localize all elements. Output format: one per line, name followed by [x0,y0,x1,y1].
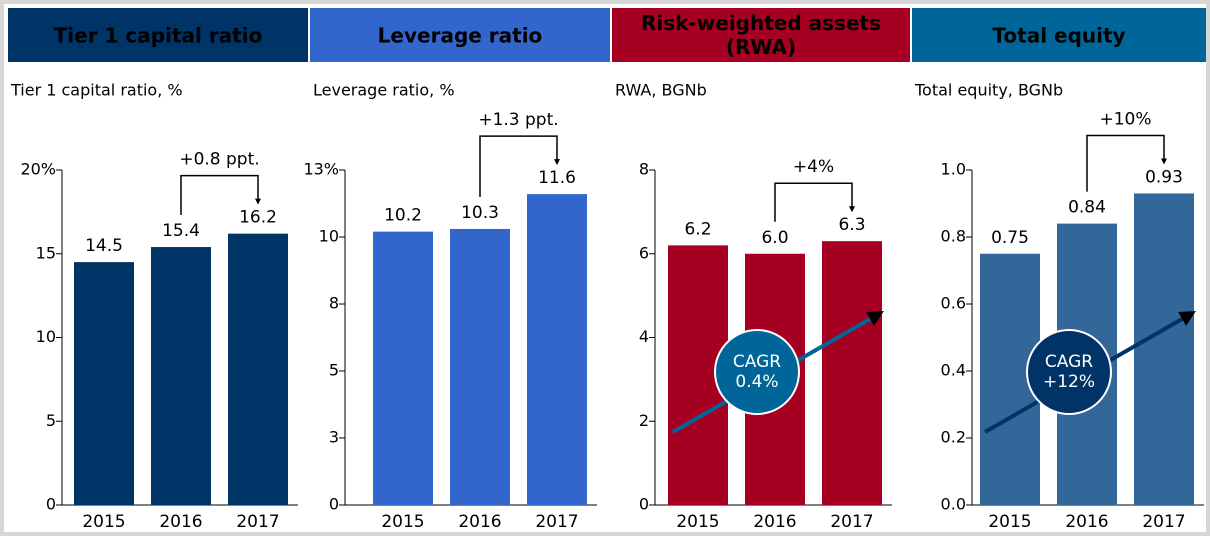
y-tick-label: 10 [319,227,339,246]
change-bracket [774,182,855,222]
header-title: Tier 1 capital ratio [54,24,263,48]
y-tick-label: 4 [639,327,649,346]
y-tick-label: 5 [329,361,339,380]
subtitle: Leverage ratio, % [313,81,455,100]
y-tick-label: 0.0 [941,495,966,514]
bar [822,241,882,505]
change-bracket [479,135,560,197]
x-tick-label: 2016 [159,512,202,532]
value-label: 6.3 [838,215,865,235]
header-title: Risk-weighted assets (RWA) [641,11,881,59]
y-tick-label: 0.4 [941,361,966,380]
y-tick-label: 3 [329,428,339,447]
change-bracket [1086,134,1167,192]
header [8,8,308,62]
bar [74,262,134,505]
y-tick-label: 1.0 [941,160,966,179]
value-label: 0.75 [991,228,1029,248]
y-tick-label: 0.2 [941,428,966,447]
x-tick-label: 2016 [458,512,501,532]
change-label: +0.8 ppt. [179,150,259,170]
x-tick-label: 2016 [753,512,796,532]
header-title: Leverage ratio [378,24,543,48]
x-tick-label: 2015 [381,512,424,532]
header-title: Total equity [992,24,1125,48]
y-tick-label: 0.6 [941,294,966,313]
value-label: 14.5 [85,236,123,256]
value-label: 10.2 [384,206,422,226]
value-label: 6.0 [761,228,788,248]
x-tick-label: 2015 [988,512,1031,532]
value-label: 11.6 [538,168,576,188]
y-tick-label: 8 [329,294,339,313]
cagr-badge [1026,329,1112,415]
x-tick-label: 2017 [830,512,873,532]
value-label: 0.93 [1145,167,1183,187]
y-tick-label: 6 [639,243,649,262]
header-line: Risk-weighted assets [641,11,881,35]
change-bracket [180,174,261,216]
cagr-badge [714,329,800,415]
subtitle: Tier 1 capital ratio, % [10,81,183,100]
subtitle: Total equity, BGNb [914,81,1063,100]
y-tick-label: 20% [20,160,56,179]
header [612,8,910,62]
bar [450,228,510,505]
bar [527,194,587,505]
y-tick-label: 0 [46,495,56,514]
x-tick-label: 2015 [676,512,719,532]
change-label: +10% [1099,109,1151,129]
bar [228,233,288,505]
x-tick-label: 2017 [1142,512,1185,532]
value-label: 0.84 [1068,198,1106,218]
bar [151,247,211,506]
y-tick-label: 0 [639,495,649,514]
x-tick-label: 2015 [82,512,125,532]
cagr-text: CAGR [1045,352,1093,372]
y-tick-label: 0 [329,495,339,514]
cagr-text: 0.4% [735,372,778,392]
value-label: 15.4 [162,221,200,241]
y-tick-label: 13% [303,160,339,179]
y-tick-label: 8 [639,160,649,179]
bar [1134,193,1194,505]
header-line: (RWA) [726,35,796,59]
bar [373,231,433,505]
value-label: 6.2 [684,219,711,239]
value-label: 10.3 [461,203,499,223]
x-tick-label: 2016 [1065,512,1108,532]
x-tick-label: 2017 [236,512,279,532]
change-label: +4% [793,157,834,177]
y-tick-label: 2 [639,411,649,430]
cagr-text: CAGR [733,352,781,372]
header [310,8,610,62]
header [912,8,1206,62]
subtitle: RWA, BGNb [615,81,707,100]
y-tick-label: 10 [36,327,56,346]
cagr-text: +12% [1043,372,1095,392]
value-label: 16.2 [239,208,277,228]
y-tick-label: 5 [46,411,56,430]
x-tick-label: 2017 [535,512,578,532]
y-tick-label: 0.8 [941,227,966,246]
y-tick-label: 15 [36,243,56,262]
change-label: +1.3 ppt. [478,110,558,130]
